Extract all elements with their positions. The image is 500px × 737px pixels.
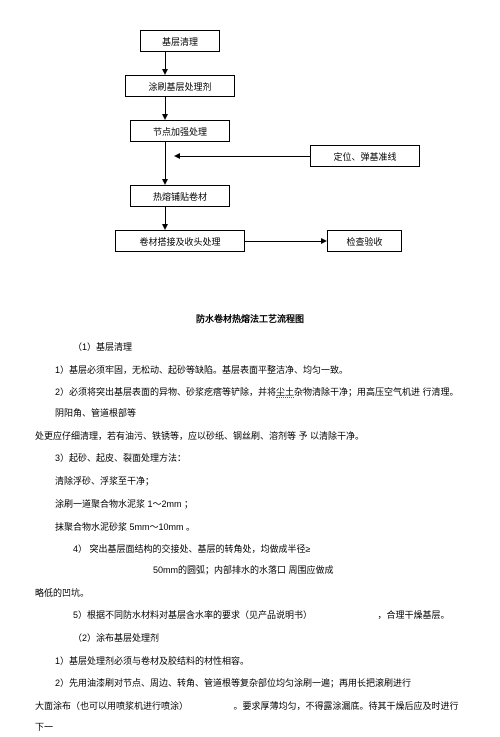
paragraph: 1）基层处理剂必须与卷材及胶结料的材性相容。 <box>55 651 465 672</box>
paragraph: 4） 突出基层面结构的交接处、基层的转角处，均做成半径≥ 50mm的圆弧；内部排水… <box>73 539 465 580</box>
paragraph: 1）基层必须牢固，无松动、起砂等缺陷。基层表面平整洁净、均匀一致。 <box>55 360 465 381</box>
paragraph: 大面涂布（也可以用喷浆机进行喷涂）。要求厚薄均匀，不得露涂漏底。待其干燥后应及时… <box>35 696 465 737</box>
flow-node-primer: 涂刷基层处理剂 <box>125 75 235 97</box>
paragraph: 抹聚合物水泥砂浆 5mm～10mm 。 <box>55 517 465 538</box>
node-label: 卷材搭接及收头处理 <box>139 235 220 248</box>
paragraph: 2）必须将突出基层表面的异物、砂浆疙瘩等铲除，并将尘土杂物清除干净；用高压空气机… <box>55 382 465 423</box>
node-label: 节点加强处理 <box>153 125 207 138</box>
arrow-head-icon <box>174 153 180 159</box>
text-underlined: 尘土 <box>276 387 294 398</box>
paragraph: 涂刷一道聚合物水泥浆 1～2mm ； <box>55 494 465 515</box>
flow-node-position: 定位、弹基准线 <box>310 145 420 167</box>
doc-title: 防水卷材热熔法工艺流程图 <box>35 312 465 325</box>
doc-body: （1）基层清理 1）基层必须牢固，无松动、起砂等缺陷。基层表面平整洁净、均匀一致… <box>55 337 465 737</box>
flow-edge <box>180 156 310 157</box>
flow-node-overlap: 卷材搭接及收头处理 <box>115 230 245 252</box>
flow-edge <box>165 142 166 179</box>
node-label: 涂刷基层处理剂 <box>148 80 211 93</box>
paragraph: 略低的凹坑。 <box>35 583 465 604</box>
flow-node-base-clean: 基层清理 <box>140 30 220 52</box>
text-run: 大面涂布（也可以用喷浆机进行喷涂） <box>35 701 184 711</box>
text-run: 2）必须将突出基层表面的异物、砂浆疙瘩等铲除，并将 <box>55 387 276 397</box>
arrow-head-icon <box>162 224 168 230</box>
flow-edge <box>165 97 166 114</box>
flow-node-hotmelt: 热熔铺贴卷材 <box>130 185 230 207</box>
arrow-head-icon <box>162 179 168 185</box>
paragraph: 处更应仔细清理，若有油污、铁锈等，应以砂纸、钢丝刷、溶剂等 予 以清除干净。 <box>35 426 465 447</box>
flowchart: 基层清理 涂刷基层处理剂 节点加强处理 定位、弹基准线 热熔铺贴卷材 卷材搭接及… <box>85 30 465 300</box>
document-page: 基层清理 涂刷基层处理剂 节点加强处理 定位、弹基准线 热熔铺贴卷材 卷材搭接及… <box>0 0 500 737</box>
heading-1: （1）基层清理 <box>73 337 465 358</box>
paragraph: 2）先用油漆刷对节点、周边、转角、管道根等复杂部位均匀涂刷一遍；再用长把滚刷进行 <box>55 673 465 694</box>
text-run: 5）根据不同防水材料对基层含水率的要求（见产品说明书） <box>73 610 308 620</box>
flow-edge <box>245 241 321 242</box>
flow-edge <box>165 52 166 69</box>
arrow-head-icon <box>162 69 168 75</box>
node-label: 定位、弹基准线 <box>333 150 396 163</box>
paragraph: 5）根据不同防水材料对基层含水率的要求（见产品说明书） ，合理干燥基层。 <box>73 605 465 626</box>
text-run: ，合理干燥基层。 <box>378 610 450 620</box>
flow-node-joint: 节点加强处理 <box>130 120 230 142</box>
text-run: 50mm的圆弧；内部排水的水落口 周围应做成 <box>153 560 334 581</box>
paragraph: 清除浮砂、浮浆至干净； <box>55 471 465 492</box>
paragraph: 3）起砂、起皮、裂面处理方法： <box>55 448 465 469</box>
arrow-head-icon <box>321 238 327 244</box>
node-label: 基层清理 <box>162 35 198 48</box>
node-label: 检查验收 <box>346 235 382 248</box>
heading-2: （2）涂布基层处理剂 <box>73 628 465 649</box>
text-run: 4） 突出基层面结构的交接处、基层的转角处，均做成半径≥ <box>73 544 310 554</box>
node-label: 热熔铺贴卷材 <box>153 190 207 203</box>
arrow-head-icon <box>162 114 168 120</box>
flow-edge <box>165 207 166 224</box>
flow-node-inspect: 检查验收 <box>327 230 402 252</box>
